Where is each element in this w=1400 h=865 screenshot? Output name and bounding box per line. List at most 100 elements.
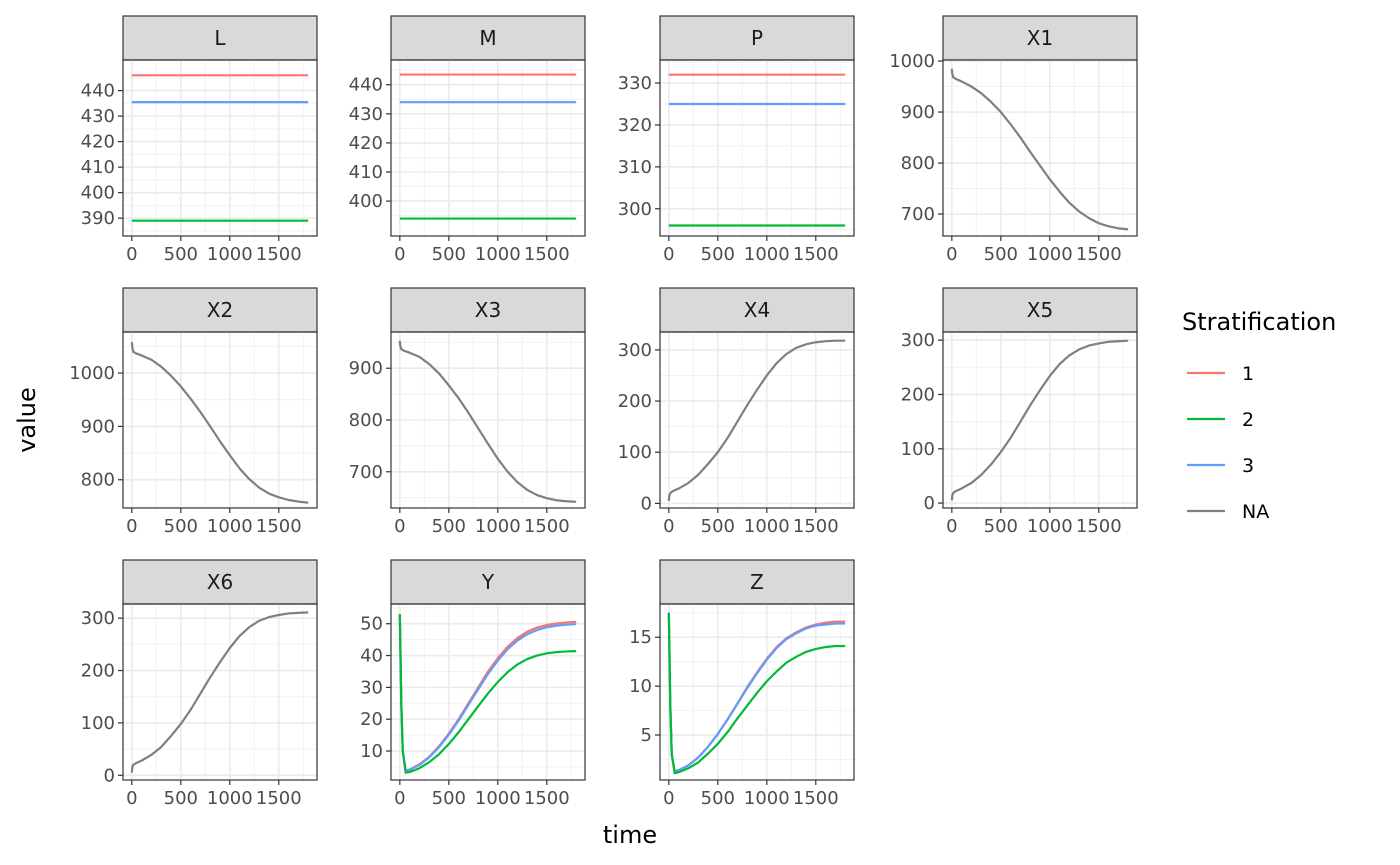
x-tick-label: 0 [126,516,137,537]
x-tick-label: 0 [394,516,405,537]
x-tick-label: 500 [432,788,466,809]
gridlines [123,332,317,508]
y-tick-label: 30 [360,677,383,698]
x-tick-label: 1500 [524,788,570,809]
y-tick-label: 300 [901,330,935,351]
x-tick-label: 1000 [207,788,253,809]
strip-label: X2 [207,298,233,322]
strip-header [122,15,318,61]
strip-label: P [751,26,763,50]
x-tick-label: 0 [663,788,674,809]
x-tick-label: 500 [432,516,466,537]
gridlines [391,60,585,236]
y-tick-label: 800 [81,470,115,491]
y-tick-label: 5 [641,725,652,746]
strip-header [659,287,855,333]
panel-border [122,59,318,237]
y-tick-label: 410 [81,157,115,178]
x-tick-label: 1500 [256,516,302,537]
x-tick-label: 0 [663,244,674,265]
y-tick-label: 200 [81,661,115,682]
x-tick-label: 1500 [793,516,839,537]
x-tick-label: 500 [701,516,735,537]
gridlines [660,604,854,780]
gridlines [123,60,317,236]
x-tick-label: 1000 [1027,516,1073,537]
strip-header [390,287,586,333]
panel-border [390,603,586,781]
panel-border [942,331,1138,509]
y-tick-label: 420 [81,132,115,153]
gridlines [943,332,1137,508]
x-tick-label: 500 [984,516,1018,537]
gridlines [123,604,317,780]
panel-Z: Z 0 500 1000 1500 5 10 15 [629,559,855,809]
strip-label: L [214,26,226,50]
y-tick-label: 300 [618,340,652,361]
y-tick-label: 1000 [69,363,115,384]
y-tick-label: 400 [81,183,115,204]
x-tick-label: 0 [394,244,405,265]
x-tick-label: 500 [432,244,466,265]
y-tick-label: 800 [901,153,935,174]
x-tick-label: 1000 [475,244,521,265]
x-tick-label: 1500 [524,244,570,265]
gridlines [660,60,854,236]
series-group [130,342,309,504]
x-tick-label: 500 [164,788,198,809]
x-tick-label: 1000 [475,516,521,537]
y-tick-label: 100 [901,439,935,460]
strip-header [122,287,318,333]
legend-label: 3 [1242,455,1254,477]
series-line-NA [950,339,1129,501]
y-tick-label: 300 [618,199,652,220]
x-tick-label: 1000 [207,244,253,265]
y-tick-label: 200 [618,391,652,412]
panel-border [659,603,855,781]
y-tick-label: 0 [104,765,115,786]
series-line-NA [130,611,309,773]
gridlines [391,332,585,508]
y-tick-label: 200 [901,384,935,405]
strip-label: M [479,26,496,50]
strip-label: Y [481,570,495,594]
panel-X6: X6 0 500 1000 1500 0 100 200 300 [81,559,318,809]
panel-border [390,59,586,237]
x-tick-label: 1500 [1076,244,1122,265]
x-tick-label: 1000 [744,244,790,265]
x-tick-label: 500 [701,788,735,809]
y-tick-label: 900 [349,358,383,379]
panel-X5: X5 0 500 1000 1500 0 100 200 300 [901,287,1138,537]
x-tick-label: 0 [946,244,957,265]
x-tick-label: 1000 [475,788,521,809]
x-tick-label: 0 [946,516,957,537]
series-group [667,339,846,501]
legend-entry-1: 1 [1187,363,1254,385]
strip-header [942,287,1138,333]
series-line-NA [130,342,309,504]
x-tick-label: 1500 [1076,516,1122,537]
x-tick-label: 1500 [793,788,839,809]
y-tick-label: 330 [618,73,652,94]
panel-border [122,603,318,781]
x-tick-label: 500 [164,516,198,537]
x-tick-label: 1500 [793,244,839,265]
panel-M: M 0 500 1000 1500 400 410 420 430 440 [349,15,586,265]
panel-Y: Y 0 500 1000 1500 10 20 30 40 50 [360,559,586,809]
x-tick-label: 0 [394,788,405,809]
x-tick-label: 1000 [744,516,790,537]
strip-label: X6 [207,570,233,594]
panel-border [659,331,855,509]
y-tick-label: 410 [349,162,383,183]
y-tick-label: 440 [81,81,115,102]
x-tick-label: 500 [984,244,1018,265]
panel-L: L 0 500 1000 1500 390 400 410 420 430 440 [81,15,318,265]
y-tick-label: 700 [349,462,383,483]
legend-label: NA [1242,501,1269,523]
y-tick-label: 390 [81,208,115,229]
panel-border [122,331,318,509]
y-tick-label: 440 [349,75,383,96]
y-tick-label: 15 [629,627,652,648]
